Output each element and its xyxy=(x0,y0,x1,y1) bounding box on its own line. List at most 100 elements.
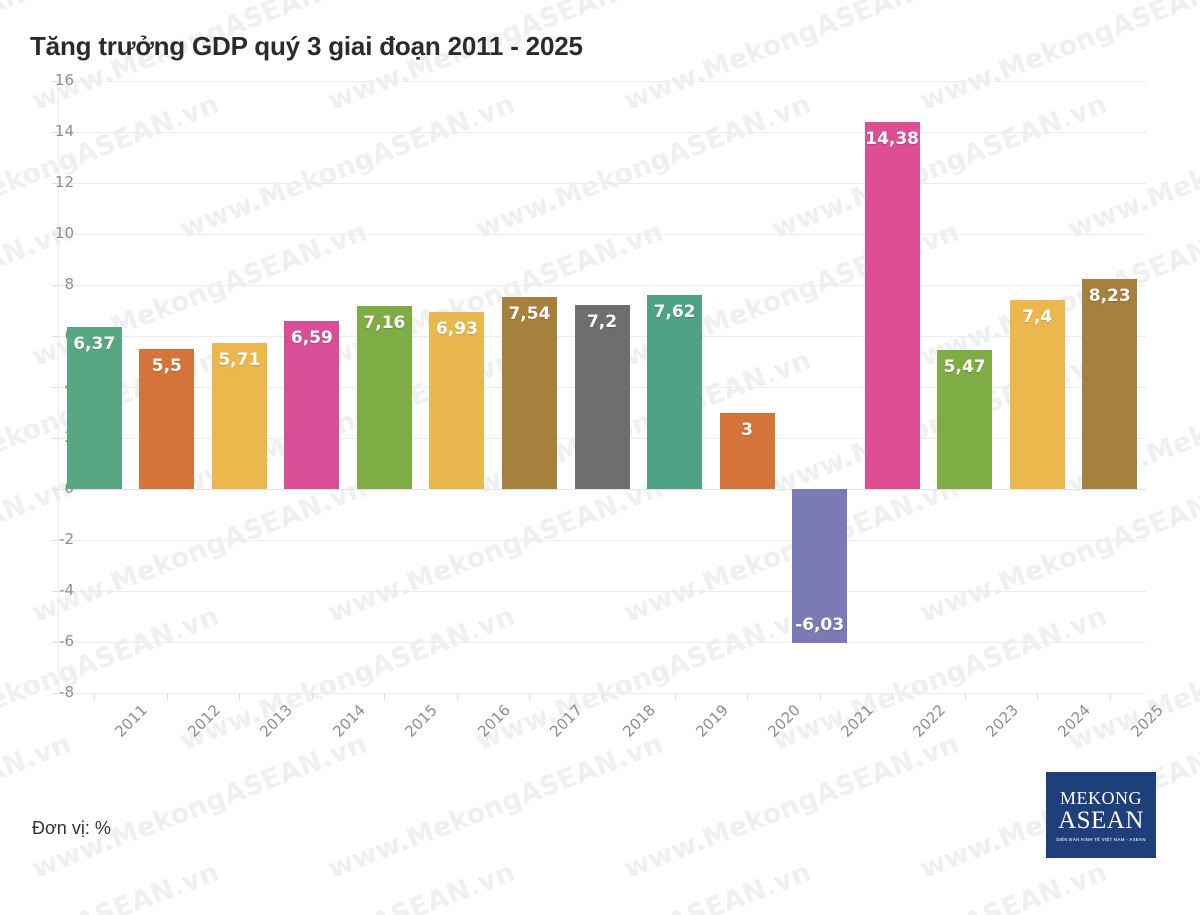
bar-value-label: 5,5 xyxy=(151,355,182,376)
gridline xyxy=(58,489,1146,490)
y-axis-tick-label: -4 xyxy=(59,581,74,599)
y-tick-mark xyxy=(52,693,58,694)
x-axis-tick-label-2017: 2017 xyxy=(546,701,587,741)
y-tick-mark xyxy=(52,438,58,439)
bar-2020[interactable] xyxy=(719,412,775,489)
x-axis-tick-label-2025: 2025 xyxy=(1126,701,1167,741)
x-axis-tick-label-2013: 2013 xyxy=(256,701,297,741)
y-axis-tick-label: 8 xyxy=(64,275,74,293)
x-axis-tick-label-2022: 2022 xyxy=(909,701,950,741)
x-axis-tick-label-2012: 2012 xyxy=(183,701,224,741)
y-tick-mark xyxy=(52,591,58,592)
bar-value-label: 7,62 xyxy=(653,301,696,322)
bar-value-label: 14,38 xyxy=(865,129,920,150)
x-tick-mark xyxy=(94,693,96,700)
x-tick-mark xyxy=(384,693,386,700)
bar-2013[interactable] xyxy=(211,343,267,489)
watermark-text: www.MekongASEAN.vn xyxy=(176,856,519,915)
bar-value-label: 5,47 xyxy=(943,356,986,377)
bar-value-label: 6,37 xyxy=(73,333,116,354)
y-tick-mark xyxy=(52,540,58,541)
gridline xyxy=(58,285,1146,286)
gridline xyxy=(58,234,1146,235)
bar-2014[interactable] xyxy=(284,320,340,489)
bar-value-label: -6,03 xyxy=(795,614,845,635)
bar-2012[interactable] xyxy=(139,348,195,489)
x-axis-tick-label-2024: 2024 xyxy=(1054,701,1095,741)
watermark-text: www.MekongASEAN.vn xyxy=(1064,856,1200,915)
watermark-text: www.MekongASEAN.vn xyxy=(324,728,668,885)
y-tick-mark xyxy=(52,642,58,643)
bar-2025[interactable] xyxy=(1082,279,1138,489)
x-tick-mark xyxy=(819,693,821,700)
x-axis-tick-label-2015: 2015 xyxy=(401,701,442,741)
gridline xyxy=(58,132,1146,133)
bar-2017[interactable] xyxy=(501,296,557,489)
y-tick-mark xyxy=(52,234,58,235)
logo-tagline: DIỄN ĐÀN KINH TẾ VIỆT NAM - ASEAN xyxy=(1056,836,1146,842)
y-axis-tick-label: -6 xyxy=(59,632,74,650)
bar-2024[interactable] xyxy=(1009,300,1065,489)
gridline xyxy=(58,540,1146,541)
x-tick-mark xyxy=(1109,693,1111,700)
bar-value-label: 6,93 xyxy=(435,319,478,340)
bar-value-label: 7,16 xyxy=(363,313,406,334)
bar-2015[interactable] xyxy=(356,306,412,489)
bar-value-label: 7,4 xyxy=(1022,307,1053,328)
logo-line-mekong: MEKONG xyxy=(1060,787,1142,808)
y-tick-mark xyxy=(52,489,58,490)
bar-2022[interactable] xyxy=(864,122,920,489)
x-axis-tick-label-2018: 2018 xyxy=(619,701,659,741)
y-axis-tick-label: -8 xyxy=(59,683,74,701)
watermark-text: www.MekongASEAN.vn xyxy=(0,856,223,915)
bar-value-label: 3 xyxy=(741,419,753,440)
bar-value-label: 7,2 xyxy=(586,312,618,333)
x-axis-tick-label-2016: 2016 xyxy=(474,701,514,741)
y-axis-tick-label: 12 xyxy=(54,173,74,191)
logo-line-asean: ASEAN xyxy=(1058,806,1144,834)
bar-2023[interactable] xyxy=(937,349,993,489)
y-tick-mark xyxy=(52,285,58,286)
x-axis-tick-label-2019: 2019 xyxy=(691,701,732,741)
y-axis-tick-label: 14 xyxy=(54,122,74,140)
bar-value-label: 5,71 xyxy=(218,350,261,371)
x-tick-mark xyxy=(239,693,241,700)
x-axis-tick-label-2020: 2020 xyxy=(764,701,804,741)
x-tick-mark xyxy=(747,693,749,700)
y-axis-tick-label: 10 xyxy=(54,224,74,242)
gridline xyxy=(58,642,1146,643)
gridline xyxy=(58,183,1146,184)
x-tick-mark xyxy=(892,693,894,700)
x-tick-mark xyxy=(674,693,676,700)
y-tick-mark xyxy=(52,336,58,337)
y-axis-tick-label: -2 xyxy=(59,530,74,548)
bar-value-label: 8,23 xyxy=(1088,286,1131,307)
bar-2016[interactable] xyxy=(429,312,485,489)
x-tick-mark xyxy=(529,693,531,700)
y-tick-mark xyxy=(52,132,58,133)
watermark-text: www.MekongASEAN.vn xyxy=(768,856,1111,915)
bar-2011[interactable] xyxy=(66,326,122,489)
y-axis-tick-label: 16 xyxy=(54,71,74,89)
x-tick-mark xyxy=(166,693,168,700)
x-tick-mark xyxy=(964,693,966,700)
watermark-text: www.MekongASEAN.vn xyxy=(28,728,372,885)
gridline xyxy=(58,591,1146,592)
x-tick-mark xyxy=(456,693,458,700)
bar-2018[interactable] xyxy=(574,305,630,489)
x-axis-tick-label-2023: 2023 xyxy=(981,701,1022,741)
watermark-text: www.MekongASEAN.vn xyxy=(0,728,76,885)
watermark-text: www.MekongASEAN.vn xyxy=(620,728,964,885)
bar-2021[interactable] xyxy=(792,489,848,643)
y-tick-mark xyxy=(52,387,58,388)
x-tick-mark xyxy=(311,693,313,700)
gridline xyxy=(58,81,1146,82)
mekong-asean-logo: MEKONG ASEAN DIỄN ĐÀN KINH TẾ VIỆT NAM -… xyxy=(1046,772,1156,858)
bar-value-label: 7,54 xyxy=(508,303,551,324)
bar-2019[interactable] xyxy=(647,294,703,489)
x-axis-tick-label-2014: 2014 xyxy=(329,701,369,741)
y-tick-mark xyxy=(52,81,58,82)
x-axis-tick-label-2021: 2021 xyxy=(836,701,877,741)
chart-plot-area: 1614121086420-2-4-6-86,3720115,520125,71… xyxy=(52,71,1167,741)
watermark-text: www.MekongASEAN.vn xyxy=(472,856,815,915)
